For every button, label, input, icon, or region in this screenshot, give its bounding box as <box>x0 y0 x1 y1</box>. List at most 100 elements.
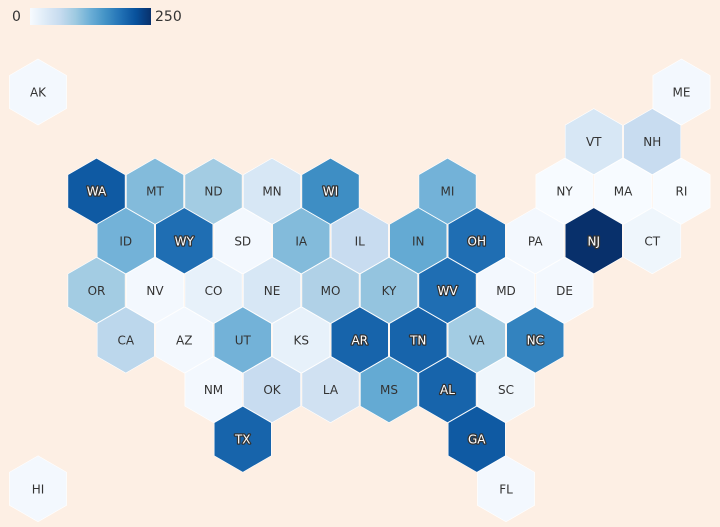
state-label: ID <box>119 234 132 248</box>
state-hex <box>477 257 535 324</box>
state-label: NV <box>146 284 164 298</box>
state-label: CA <box>117 334 134 348</box>
state-hex <box>330 306 389 374</box>
state-hex <box>184 157 243 225</box>
state-label: WV <box>437 284 458 298</box>
state-label: AL <box>440 383 455 397</box>
state-label: TX <box>234 433 251 447</box>
state-hex <box>360 257 418 324</box>
state-label: IN <box>412 234 425 248</box>
state-hex <box>243 356 301 423</box>
state-label: NH <box>643 135 661 149</box>
state-hex <box>272 306 331 374</box>
state-hex <box>9 58 67 126</box>
state-hex <box>301 157 360 225</box>
state-hex <box>213 207 272 275</box>
state-label: MI <box>441 185 455 199</box>
state-label: MS <box>380 383 398 397</box>
legend-gradient <box>30 8 151 25</box>
state-hex <box>652 157 711 225</box>
state-label: ME <box>673 86 691 100</box>
state-hex <box>96 306 155 374</box>
state-hex <box>477 455 535 523</box>
state-label: WA <box>87 185 107 199</box>
state-hex <box>67 257 126 324</box>
state-hex <box>213 306 272 374</box>
state-label: MD <box>496 284 516 298</box>
state-label: NE <box>264 284 281 298</box>
state-hex <box>243 257 301 324</box>
state-label: UT <box>235 334 252 348</box>
state-label: KY <box>382 284 397 298</box>
state-hex <box>360 356 418 423</box>
state-hex <box>652 58 711 126</box>
state-hex <box>301 257 360 324</box>
state-hex <box>272 207 331 275</box>
state-hex <box>155 207 214 275</box>
state-hex <box>506 207 565 275</box>
state-hex <box>564 108 623 175</box>
state-label: NM <box>204 383 223 397</box>
state-label: NY <box>556 185 573 199</box>
state-label: MT <box>146 185 164 199</box>
state-hex <box>9 455 67 523</box>
state-label: SD <box>234 234 251 248</box>
state-label: CO <box>205 284 223 298</box>
state-hex <box>96 207 155 275</box>
state-hex <box>447 207 506 275</box>
state-label: TN <box>409 334 426 348</box>
state-hex <box>447 405 506 473</box>
state-label: ND <box>204 185 222 199</box>
state-hex <box>184 356 243 423</box>
state-hex <box>126 157 184 225</box>
state-label: SC <box>498 383 514 397</box>
state-hex <box>535 157 594 225</box>
state-label: WY <box>175 234 195 248</box>
state-label: GA <box>468 433 486 447</box>
state-hex <box>67 157 126 225</box>
state-hex <box>301 356 360 423</box>
state-label: VT <box>586 135 602 149</box>
state-hex <box>477 356 535 423</box>
state-hex <box>389 306 448 374</box>
state-hex <box>389 207 448 275</box>
state-hex <box>184 257 243 324</box>
state-label: WI <box>323 185 338 199</box>
state-label: HI <box>32 482 45 496</box>
state-hex <box>126 257 184 324</box>
state-hex <box>418 257 477 324</box>
state-hex <box>155 306 214 374</box>
state-hex <box>213 405 272 473</box>
state-label: VA <box>469 334 485 348</box>
state-label: KS <box>294 334 310 348</box>
state-label: IL <box>355 234 366 248</box>
state-label: AR <box>351 334 368 348</box>
state-hex <box>564 207 623 275</box>
state-label: OH <box>468 234 486 248</box>
state-hex <box>418 157 477 225</box>
state-label: MA <box>614 185 633 199</box>
state-label: OK <box>263 383 281 397</box>
state-label: AK <box>30 86 47 100</box>
state-label: FL <box>499 482 513 496</box>
state-label: MO <box>321 284 341 298</box>
state-hex <box>330 207 389 275</box>
state-label: LA <box>323 383 339 397</box>
state-hex <box>623 108 682 175</box>
state-label: CT <box>644 234 660 248</box>
state-label: NC <box>527 334 544 348</box>
state-label: MN <box>262 185 281 199</box>
legend-min-label: 0 <box>12 9 21 25</box>
state-hex <box>623 207 682 275</box>
state-hex <box>447 306 506 374</box>
state-hex <box>594 157 652 225</box>
state-hex <box>418 356 477 423</box>
legend-max-label: 250 <box>155 9 182 25</box>
state-label: AZ <box>176 334 192 348</box>
state-label: DE <box>556 284 573 298</box>
state-hex <box>243 157 301 225</box>
state-hex <box>506 306 565 374</box>
state-label: NJ <box>587 234 600 248</box>
state-hex <box>535 257 594 324</box>
